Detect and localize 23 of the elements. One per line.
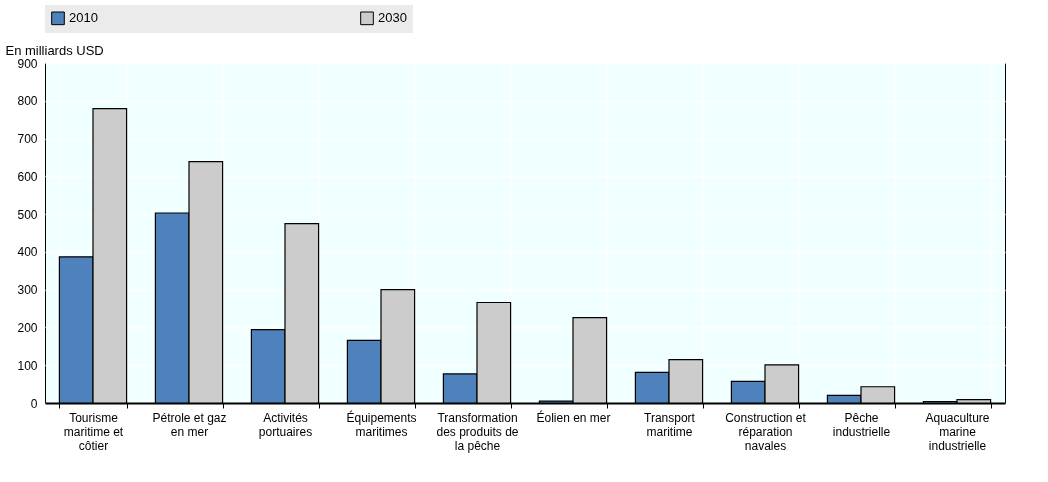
x-tick-label: Éolien en mer — [536, 409, 611, 425]
x-tick-label: Pétrole et gaz en mer — [152, 410, 227, 439]
y-axis-title: En milliards USD — [5, 42, 104, 58]
x-tick-label: Transport maritime — [644, 410, 696, 439]
y-tick-label: 200 — [17, 320, 38, 335]
x-tick-label: Pêche industrielle — [832, 410, 891, 439]
y-tick-label: 0 — [30, 396, 38, 411]
y-tick-label: 400 — [17, 245, 38, 260]
legend-label: 2030 — [378, 10, 407, 26]
legend-label: 2010 — [69, 10, 98, 26]
y-tick-label: 900 — [17, 56, 38, 71]
y-tick-label: 300 — [17, 283, 38, 298]
x-tick-label: Transformation des produits de la pêche — [436, 410, 519, 453]
y-tick-label: 500 — [17, 207, 38, 222]
x-tick-label: Équipements maritimes — [346, 409, 417, 439]
x-tick-label: Activités portuaires — [258, 410, 313, 439]
y-tick-label: 100 — [17, 358, 38, 373]
x-tick-label: Tourisme maritime et côtier — [63, 410, 124, 453]
y-tick-label: 700 — [17, 132, 38, 147]
y-tick-label: 800 — [17, 94, 38, 109]
x-tick-label: Aquaculture marine industrielle — [925, 410, 990, 453]
x-tick-label: Construction et réparation navales — [725, 410, 807, 453]
y-tick-label: 600 — [17, 169, 38, 184]
